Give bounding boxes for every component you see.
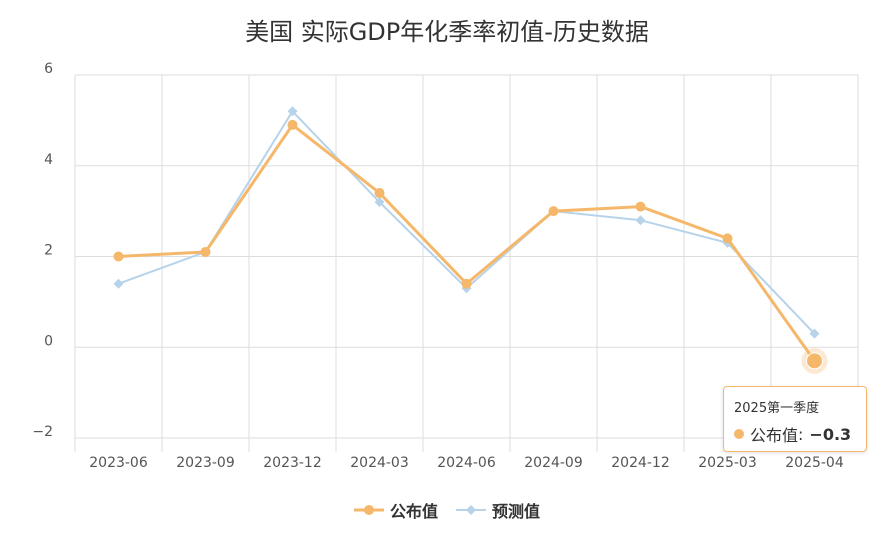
x-tick-label: 2023-12 — [263, 455, 322, 471]
x-tick-label: 2023-09 — [176, 455, 235, 471]
tooltip: 2025第一季度 公布值 : −0.3 — [723, 386, 867, 452]
legend-forecast-marker-icon — [456, 505, 486, 515]
tooltip-row: 公布值 : −0.3 — [734, 422, 856, 446]
tooltip-series-name: 公布值 — [750, 426, 799, 445]
point-published — [461, 278, 472, 289]
legend-published-label: 公布值 — [389, 502, 438, 521]
point-forecast — [374, 197, 385, 208]
point-published — [722, 233, 733, 244]
point-published — [287, 119, 298, 130]
x-tick-label: 2025-03 — [698, 455, 757, 471]
series-line-published — [118, 123, 816, 362]
y-tick-label: −2 — [32, 424, 53, 440]
point-published — [200, 246, 211, 257]
x-tick-label: 2024-03 — [350, 455, 409, 471]
x-tick-label: 2023-06 — [89, 455, 148, 471]
series-layer — [113, 106, 828, 374]
legend-published-marker-icon — [353, 505, 384, 515]
point-forecast — [809, 328, 820, 339]
x-tick-label: 2024-09 — [524, 455, 583, 471]
x-tick-label: 2024-06 — [437, 455, 496, 471]
y-tick-label: 2 — [44, 243, 53, 259]
point-published — [113, 251, 124, 262]
point-published — [635, 201, 646, 212]
tooltip-value: −0.3 — [809, 424, 852, 444]
axis-layer: −2 0 2 4 6 2023-06 2023-09 2023-12 2024-03 2024-0… — [32, 61, 843, 471]
point-published — [548, 206, 559, 217]
legend-item-forecast[interactable]: 预测值 — [456, 498, 540, 522]
legend: 公布值 预测值 — [0, 498, 894, 522]
y-tick-label: 6 — [44, 61, 53, 77]
series-line-forecast — [118, 109, 816, 335]
tooltip-series-dot-icon — [734, 429, 744, 439]
point-forecast — [113, 278, 124, 289]
tooltip-title: 2025第一季度 — [734, 401, 820, 416]
tooltip-separator: : — [798, 424, 804, 444]
chart-title: 美国 实际GDP年化季率初值-历史数据 — [245, 18, 649, 46]
x-tick-label: 2024-12 — [611, 455, 670, 471]
legend-forecast-label: 预测值 — [492, 502, 541, 521]
point-published — [374, 187, 385, 198]
point-forecast — [635, 215, 646, 226]
y-tick-label: 0 — [44, 333, 53, 349]
legend-item-published[interactable]: 公布值 — [353, 498, 438, 522]
y-tick-label: 4 — [44, 152, 53, 168]
x-tick-label: 2025-04 — [785, 455, 844, 471]
point-forecast — [287, 106, 298, 117]
point-published — [806, 352, 823, 370]
